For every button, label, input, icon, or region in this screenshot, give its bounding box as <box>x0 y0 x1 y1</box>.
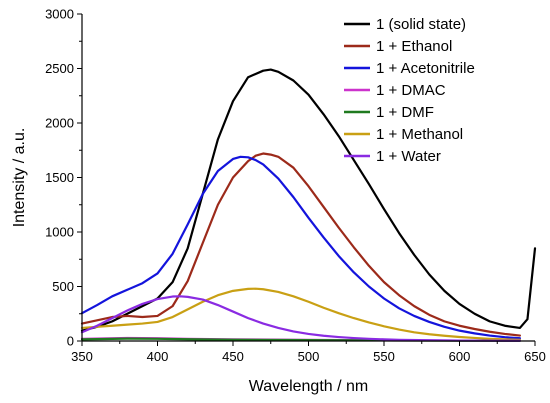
legend-label-3: 1 + DMAC <box>376 82 446 99</box>
legend-label-4: 1 + DMF <box>376 104 434 121</box>
y-tick-label: 1000 <box>45 225 74 240</box>
x-tick-label: 650 <box>524 349 546 364</box>
x-tick-label: 600 <box>449 349 471 364</box>
y-tick-label: 2500 <box>45 61 74 76</box>
legend-label-5: 1 + Methanol <box>376 126 463 143</box>
series-layer <box>80 68 537 342</box>
legend-label-2: 1 + Acetonitrile <box>376 60 475 77</box>
y-tick-label: 0 <box>67 334 74 349</box>
legend-label-6: 1 + Water <box>376 148 441 165</box>
legend-label-1: 1 + Ethanol <box>376 38 452 55</box>
series-line-5 <box>80 287 521 342</box>
series-line-0 <box>80 68 537 332</box>
legend: 1 (solid state) 1 + Ethanol 1 + Acetonitri… <box>344 16 475 165</box>
x-axis-title: Wavelength / nm <box>249 378 368 395</box>
series-line-6 <box>80 295 521 342</box>
y-tick-label: 1500 <box>45 170 74 185</box>
y-tick-label: 3000 <box>45 7 74 22</box>
x-tick-label: 400 <box>147 349 169 364</box>
series-line-1 <box>80 152 521 337</box>
series-line-2 <box>80 155 521 340</box>
y-axis-title: Intensity / a.u. <box>11 128 28 228</box>
legend-label-0: 1 (solid state) <box>376 16 466 33</box>
x-tick-label: 350 <box>71 349 93 364</box>
y-tick-label: 2000 <box>45 116 74 131</box>
axes-layer: 350 400 450 500 550 600 650 0 500 1000 1500 2000 250… <box>45 7 546 365</box>
x-tick-label: 550 <box>373 349 395 364</box>
x-tick-label: 450 <box>222 349 244 364</box>
x-tick-label: 500 <box>298 349 320 364</box>
y-tick-label: 500 <box>52 279 74 294</box>
